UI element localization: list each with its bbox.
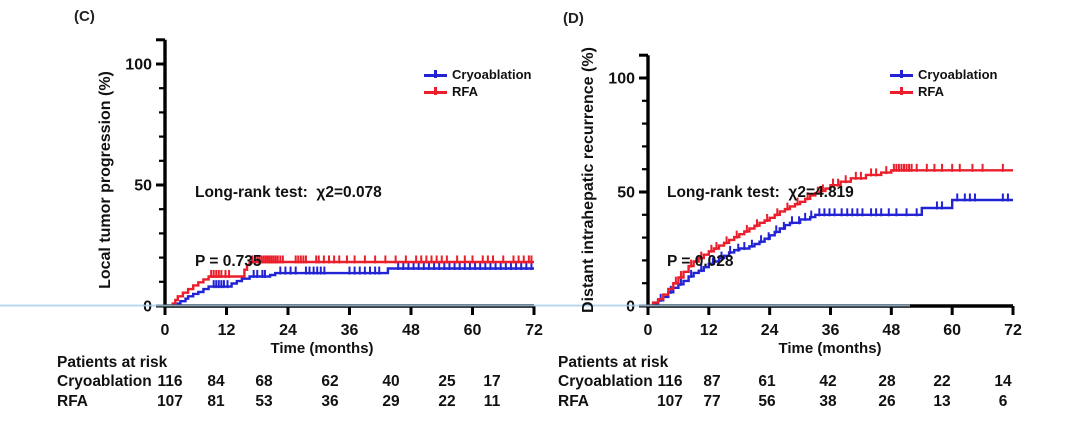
at-risk-value: 42 [819,373,837,390]
at-risk-value: 81 [207,393,225,410]
at-risk-value: 22 [438,393,456,410]
x-tick-label: 0 [644,322,653,339]
cryoablation-line-icon [424,70,447,78]
censor-tick-icon [900,70,903,78]
at-risk-value: 68 [255,373,273,390]
at-risk-value: 107 [657,393,683,410]
panel-c-stats-line1: Long-rank test: χ2=0.078 [195,184,382,201]
x-tick-label: 72 [525,322,543,339]
panel-c-at-risk-title: Patients at risk [57,354,168,371]
panel-c-stats: Long-rank test: χ2=0.078 P = 0.735 [195,135,382,319]
y-tick-label: 100 [608,71,635,88]
panel-d-at-risk-title: Patients at risk [558,354,669,371]
legend-label-rfa: RFA [452,84,478,99]
panel-c-tag: (C) [74,8,95,25]
km-curve-rfa [648,169,1013,308]
at-risk-value: 87 [703,373,721,390]
at-risk-value: 13 [933,393,951,410]
panel-d-y-axis-title: Distant intrahepatic recurrence (%) [580,47,597,313]
panel-c-at-risk-row-label: Cryoablation [57,373,152,390]
censor-tick-icon [434,70,437,78]
km-curve-cryoablation [165,267,534,308]
at-risk-value: 84 [207,373,225,390]
at-risk-value: 40 [382,373,400,390]
at-risk-value: 38 [819,393,837,410]
rfa-line-icon [424,87,447,95]
panel-d-stats-line2: P = 0.028 [667,253,734,270]
at-risk-value: 53 [255,393,273,410]
km-curve-rfa [165,260,534,308]
x-tick-label: 24 [761,322,779,339]
panel-d-stats-line1: Long-rank test: χ2=4.819 [667,184,854,201]
x-tick-label: 60 [943,322,961,339]
legend-label-cryoablation: Cryoablation [918,67,998,82]
at-risk-value: 29 [382,393,400,410]
y-tick-label: 50 [134,178,152,195]
rfa-line-icon [890,87,913,95]
x-tick-label: 12 [700,322,718,339]
at-risk-value: 28 [878,373,896,390]
at-risk-value: 6 [998,393,1008,410]
at-risk-value: 25 [438,373,456,390]
x-tick-label: 48 [402,322,420,339]
at-risk-value: 77 [703,393,721,410]
x-tick-label: 72 [1004,322,1022,339]
at-risk-value: 61 [758,373,776,390]
y-tick-label: 50 [617,185,635,202]
panel-d-at-risk-row-label: RFA [558,393,589,410]
at-risk-value: 56 [758,393,776,410]
censor-tick-icon [434,87,437,95]
panel-c-stats-line2: P = 0.735 [195,253,262,270]
panel-d-at-risk-row-label: Cryoablation [558,373,653,390]
y-tick-label: 0 [143,299,152,316]
panel-c-x-axis-title: Time (months) [270,340,374,357]
x-tick-label: 36 [822,322,840,339]
at-risk-value: 116 [657,373,683,390]
censor-tick-icon [900,87,903,95]
legend-label-rfa: RFA [918,84,944,99]
x-tick-label: 36 [341,322,359,339]
panel-d-tag: (D) [563,10,584,27]
at-risk-value: 107 [157,393,183,410]
x-tick-label: 60 [464,322,482,339]
x-tick-label: 48 [882,322,900,339]
legend-label-cryoablation: Cryoablation [452,67,532,82]
at-risk-value: 11 [483,393,501,410]
panel-c-y-axis-title: Local tumor progression (%) [97,71,114,289]
at-risk-value: 22 [933,373,951,390]
panel-c-at-risk-row-label: RFA [57,393,88,410]
at-risk-value: 17 [483,373,501,390]
zero-baseline-artifact [0,304,910,307]
panel-d-x-axis-title: Time (months) [778,340,882,357]
x-tick-label: 12 [218,322,236,339]
y-tick-label: 0 [626,299,635,316]
at-risk-value: 36 [321,393,339,410]
at-risk-value: 116 [157,373,183,390]
y-tick-label: 100 [125,57,152,74]
x-tick-label: 24 [279,322,297,339]
at-risk-value: 14 [994,373,1012,390]
at-risk-value: 62 [321,373,339,390]
x-tick-label: 0 [161,322,170,339]
at-risk-value: 26 [878,393,896,410]
cryoablation-line-icon [890,70,913,78]
panel-d-stats: Long-rank test: χ2=4.819 P = 0.028 [667,135,854,319]
